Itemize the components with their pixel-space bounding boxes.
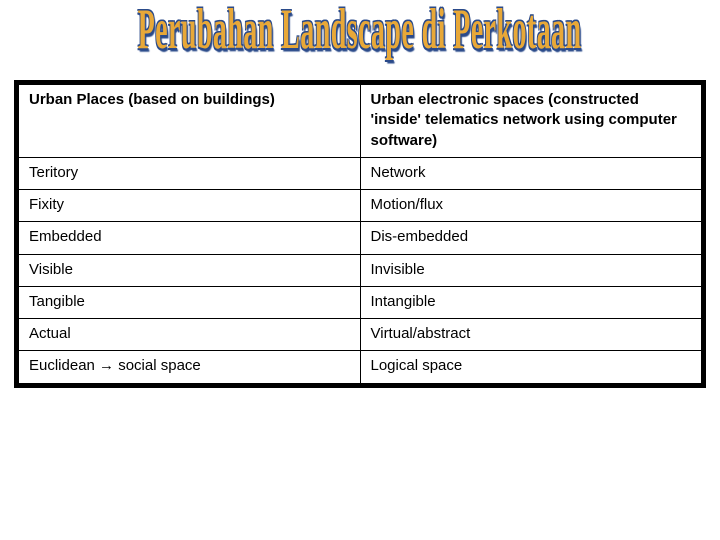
cell-right: Intangible bbox=[360, 286, 704, 318]
cell-left: Embedded bbox=[17, 222, 361, 254]
cell-left: Actual bbox=[17, 319, 361, 351]
table-row: Actual Virtual/abstract bbox=[17, 319, 704, 351]
table-row: Euclidean → social space Logical space bbox=[17, 351, 704, 385]
cell-right: Virtual/abstract bbox=[360, 319, 704, 351]
cell-left: Teritory bbox=[17, 157, 361, 189]
table-row: Visible Invisible bbox=[17, 254, 704, 286]
table-row: Tangible Intangible bbox=[17, 286, 704, 318]
cell-left: Euclidean → social space bbox=[17, 351, 361, 385]
table-row: Embedded Dis-embedded bbox=[17, 222, 704, 254]
table-header-row: Urban Places (based on buildings) Urban … bbox=[17, 83, 704, 158]
cell-right: Motion/flux bbox=[360, 190, 704, 222]
cell-right: Logical space bbox=[360, 351, 704, 385]
table-row: Teritory Network bbox=[17, 157, 704, 189]
header-cell-left: Urban Places (based on buildings) bbox=[17, 83, 361, 158]
cell-left: Fixity bbox=[17, 190, 361, 222]
table-container: Urban Places (based on buildings) Urban … bbox=[0, 80, 720, 388]
cell-right: Dis-embedded bbox=[360, 222, 704, 254]
cell-right: Invisible bbox=[360, 254, 704, 286]
table-row: Fixity Motion/flux bbox=[17, 190, 704, 222]
comparison-table: Urban Places (based on buildings) Urban … bbox=[14, 80, 706, 388]
cell-left: Visible bbox=[17, 254, 361, 286]
title-container: Perubahan Landscape di Perkotaan bbox=[0, 0, 720, 80]
header-cell-right: Urban electronic spaces (constructed 'in… bbox=[360, 83, 704, 158]
slide-title: Perubahan Landscape di Perkotaan bbox=[138, 0, 582, 63]
cell-left: Tangible bbox=[17, 286, 361, 318]
cell-right: Network bbox=[360, 157, 704, 189]
